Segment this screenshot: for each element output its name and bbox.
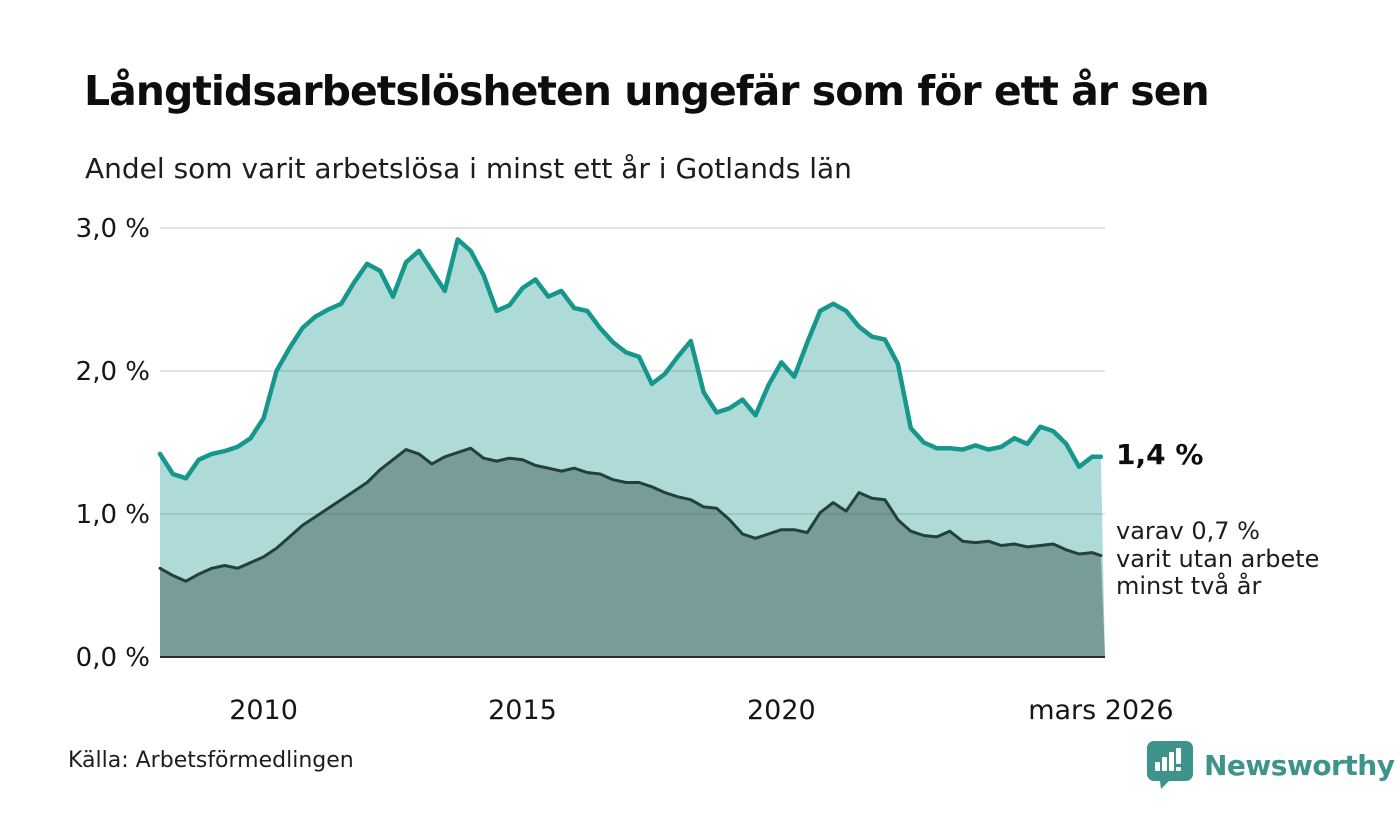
chart-subtitle: Andel som varit arbetslösa i minst ett å… [85,152,852,185]
x-axis-tick-label: 2010 [229,695,298,726]
series-line-two-year [158,446,1103,583]
source-label: Källa: Arbetsförmedlingen [68,748,354,773]
newsworthy-speech-bubble-bar-chart-icon [1147,741,1193,789]
y-axis-tick-label: 3,0 % [76,214,150,244]
brand-name: Newsworthy [1204,748,1395,782]
secondary-value-label: varav 0,7 % varit utan arbete minst två … [1116,517,1320,601]
x-axis-tick-label: mars 2026 [1028,695,1173,726]
series-line-one-year [157,237,1104,481]
y-axis-tick-label: 2,0 % [76,357,150,387]
brand-logo: Newsworthy [1146,740,1395,790]
x-axis-tick-label: 2015 [488,695,557,726]
y-axis-tick-label: 0,0 % [76,643,150,673]
y-axis-tick-label: 1,0 % [76,500,150,530]
series-area-two-year [160,448,1105,657]
x-axis-tick-label: 2020 [747,695,816,726]
latest-value-label: 1,4 % [1116,438,1204,471]
series-area-one-year [160,239,1105,657]
chart-title: Långtidsarbetslösheten ungefär som för e… [84,67,1210,115]
